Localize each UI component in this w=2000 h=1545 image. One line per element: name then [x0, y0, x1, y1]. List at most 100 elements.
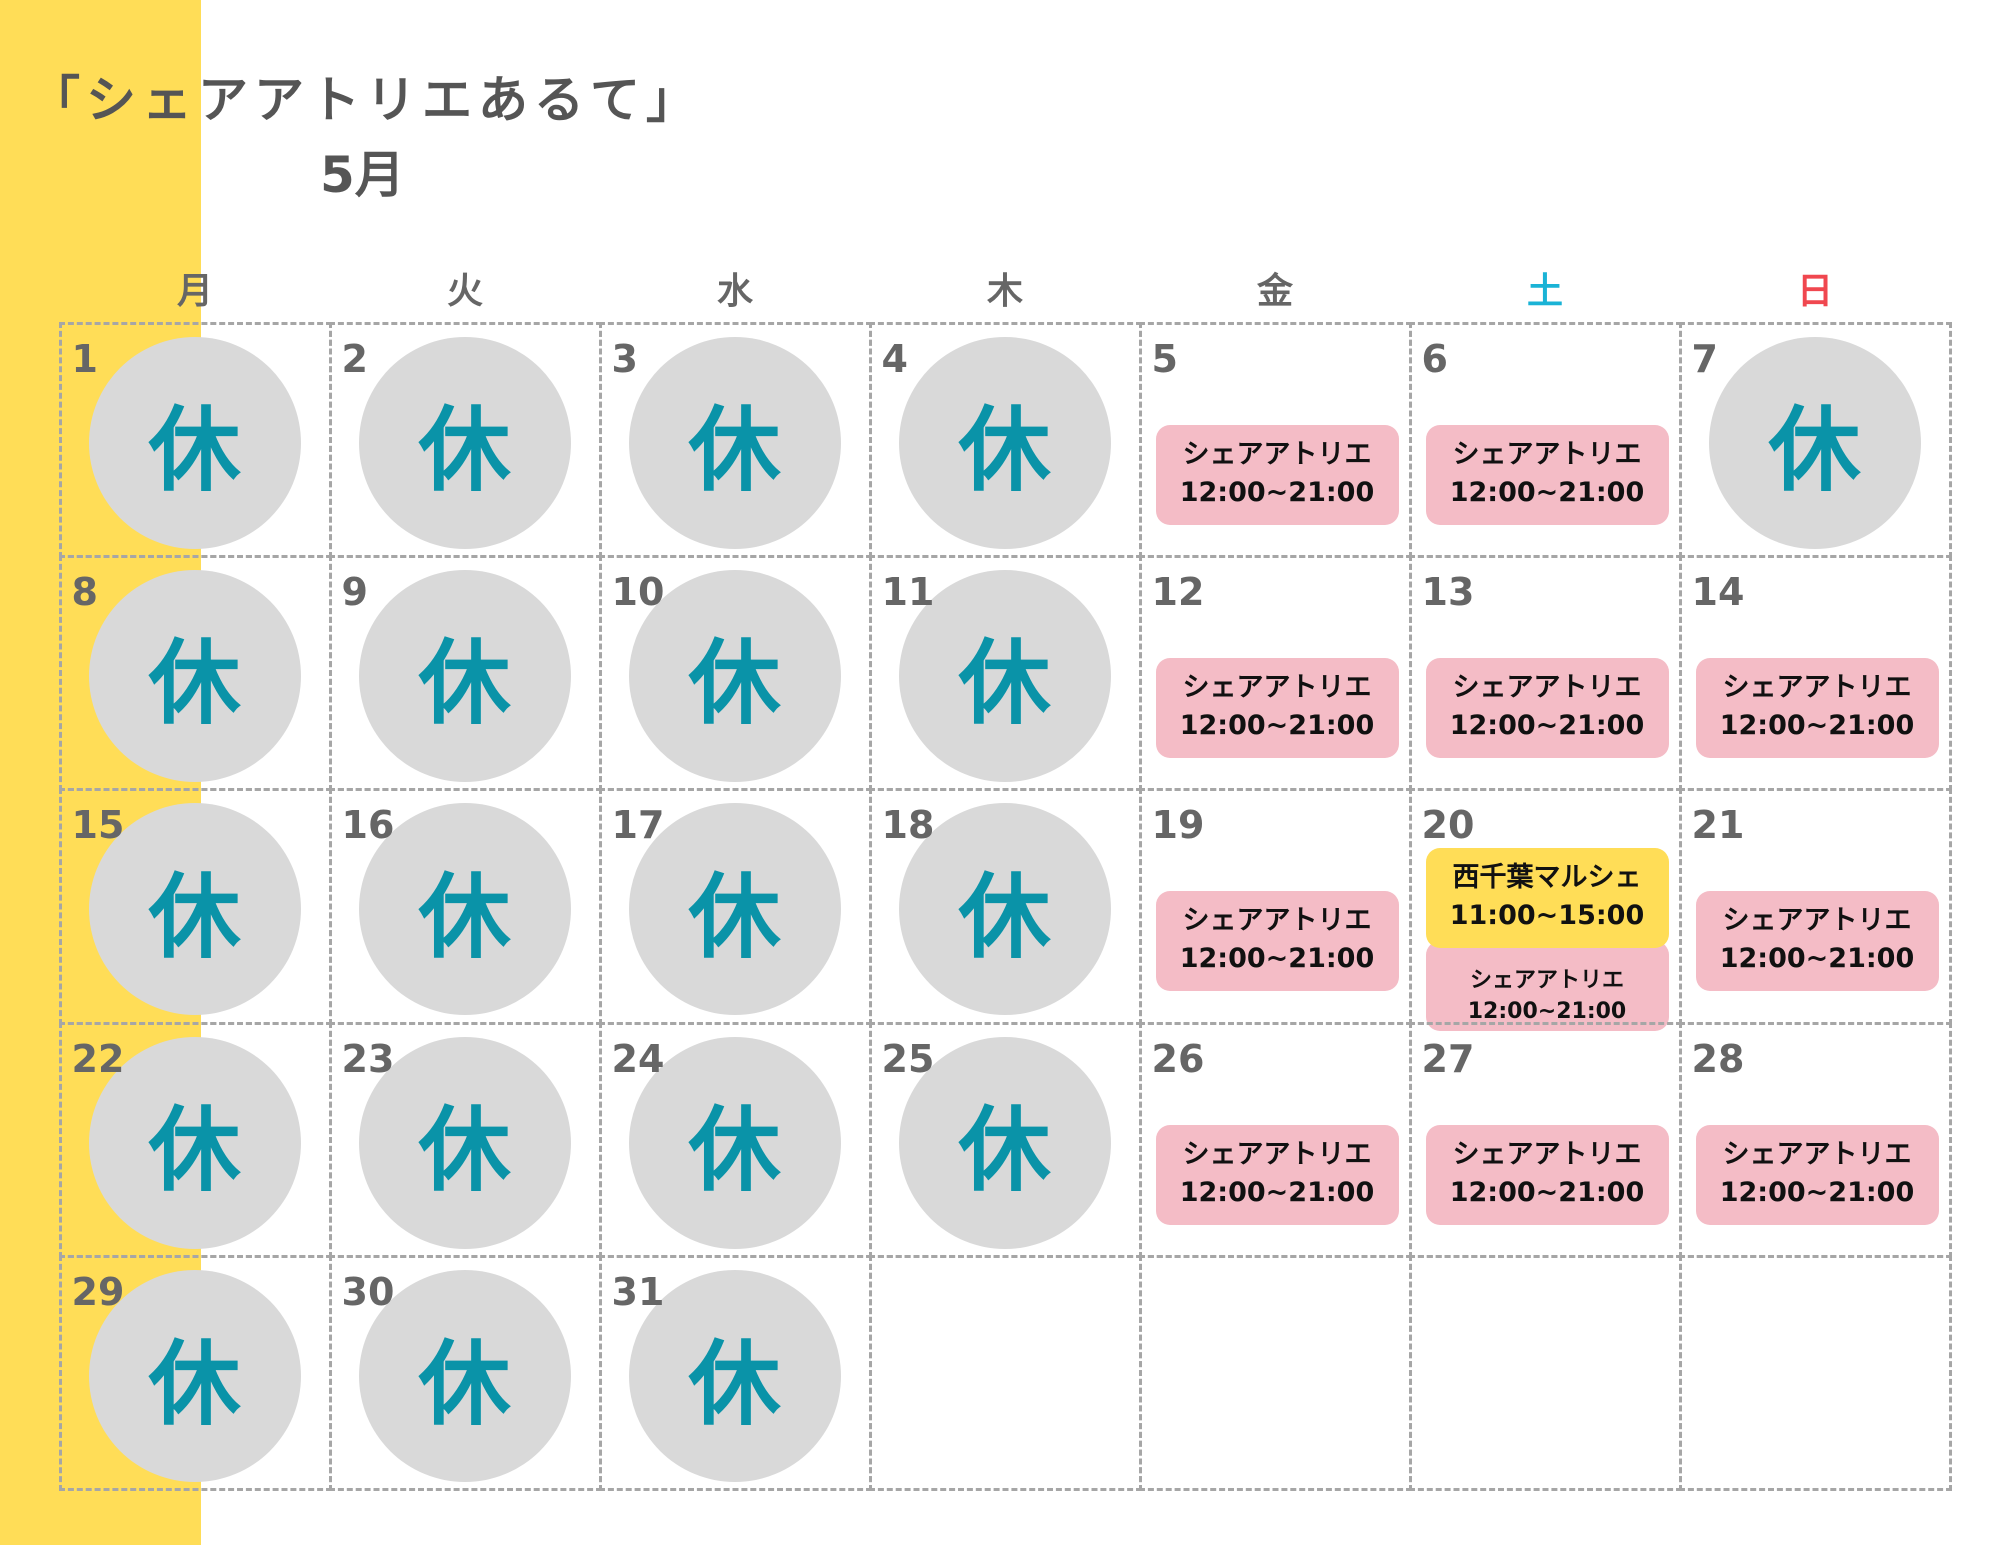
closed-day-badge: 休: [628, 1270, 841, 1483]
event-block[interactable]: シェアアトリエ 12:00~21:00: [1155, 424, 1399, 525]
day-cell[interactable]: 14 シェアアトリエ 12:00~21:00: [1678, 554, 1952, 792]
event-block[interactable]: シェアアトリエ 12:00~21:00: [1155, 1124, 1399, 1225]
event-block[interactable]: シェアアトリエ 12:00~21:00: [1695, 891, 1939, 992]
day-number: 28: [1691, 1036, 1745, 1081]
day-number: 10: [611, 569, 665, 614]
empty-cell: [1678, 1255, 1952, 1492]
month-label: 5月: [320, 146, 405, 204]
event-time: 12:00~21:00: [1179, 1176, 1375, 1208]
closed-day-badge: 休: [358, 1036, 571, 1249]
day-cell[interactable]: 23 休: [328, 1021, 602, 1259]
day-cell[interactable]: 30 休: [328, 1255, 602, 1492]
day-cell[interactable]: 13 シェアアトリエ 12:00~21:00: [1408, 554, 1682, 792]
event-name: シェアアトリエ: [1182, 905, 1372, 937]
closed-day-badge: 休: [88, 336, 301, 549]
event-name: シェアアトリエ: [1182, 1138, 1372, 1170]
day-cell[interactable]: 10 休: [598, 554, 872, 792]
event-block[interactable]: シェアアトリエ 12:00~21:00: [1425, 657, 1669, 758]
event-name: シェアアトリエ: [1182, 671, 1372, 703]
day-cell[interactable]: 17 休: [598, 788, 872, 1025]
day-cell[interactable]: 11 休: [868, 554, 1142, 792]
day-cell[interactable]: 26 シェアアトリエ 12:00~21:00: [1138, 1021, 1412, 1259]
day-number: 14: [1691, 569, 1745, 614]
day-number: 19: [1151, 803, 1205, 848]
day-number: 9: [341, 569, 368, 614]
day-cell[interactable]: 31 休: [598, 1255, 872, 1492]
weekday-label: 日: [1796, 271, 1833, 312]
day-number: 17: [611, 803, 665, 848]
day-number: 5: [1151, 336, 1178, 381]
event-name: シェアアトリエ: [1722, 671, 1912, 703]
event-time: 12:00~21:00: [1467, 999, 1627, 1025]
day-cell[interactable]: 12 シェアアトリエ 12:00~21:00: [1138, 554, 1412, 792]
closed-day-badge: 休: [358, 803, 571, 1016]
event-block[interactable]: シェアアトリエ 12:00~21:00: [1425, 424, 1669, 525]
closed-day-badge: 休: [898, 336, 1111, 549]
event-name: シェアアトリエ: [1722, 1138, 1912, 1170]
event-time: 12:00~21:00: [1179, 943, 1375, 975]
day-cell[interactable]: 15 休: [58, 788, 332, 1025]
day-cell[interactable]: 16 休: [328, 788, 602, 1025]
event-time: 12:00~21:00: [1449, 709, 1645, 741]
closed-day-badge: 休: [628, 803, 841, 1016]
event-time: 12:00~21:00: [1179, 709, 1375, 741]
event-name: シェアアトリエ: [1452, 438, 1642, 470]
day-cell[interactable]: 21 シェアアトリエ 12:00~21:00: [1678, 788, 1952, 1025]
event-time: 12:00~21:00: [1719, 709, 1915, 741]
empty-cell: [1138, 1255, 1412, 1492]
event-block[interactable]: 西千葉マルシェ 11:00~15:00: [1425, 848, 1669, 949]
event-name: シェアアトリエ: [1452, 1138, 1642, 1170]
day-cell[interactable]: 22 休: [58, 1021, 332, 1259]
event-block[interactable]: シェアアトリエ 12:00~21:00: [1425, 1124, 1669, 1225]
day-number: 23: [341, 1036, 395, 1081]
event-name: シェアアトリエ: [1722, 905, 1912, 937]
calendar-grid: 1 休 2 休 3 休 4 休 5 シェアアトリエ 12:00~21:00 6 シェアアトリエ 12:00…: [58, 321, 1952, 1492]
day-number: 21: [1691, 803, 1745, 848]
empty-cell: [868, 1255, 1142, 1492]
weekday-label: 木: [986, 271, 1023, 312]
event-block[interactable]: シェアアトリエ 12:00~21:00: [1155, 891, 1399, 992]
empty-cell: [1408, 1255, 1682, 1492]
closed-day-badge: 休: [88, 1270, 301, 1483]
day-cell[interactable]: 27 シェアアトリエ 12:00~21:00: [1408, 1021, 1682, 1259]
day-number: 20: [1421, 803, 1475, 848]
event-time: 12:00~21:00: [1719, 943, 1915, 975]
day-cell[interactable]: 25 休: [868, 1021, 1142, 1259]
event-block[interactable]: シェアアトリエ 12:00~21:00: [1695, 657, 1939, 758]
weekday-label: 月: [176, 271, 213, 312]
day-number: 31: [611, 1270, 665, 1315]
event-block[interactable]: シェアアトリエ 12:00~21:00: [1695, 1124, 1939, 1225]
closed-day-badge: 休: [1708, 336, 1921, 549]
day-cell[interactable]: 6 シェアアトリエ 12:00~21:00: [1408, 321, 1682, 558]
event-time: 12:00~21:00: [1719, 1176, 1915, 1208]
closed-day-badge: 休: [88, 1036, 301, 1249]
event-time: 12:00~21:00: [1449, 476, 1645, 508]
closed-day-badge: 休: [358, 336, 571, 549]
day-number: 16: [341, 803, 395, 848]
closed-day-badge: 休: [88, 569, 301, 782]
day-cell[interactable]: 24 休: [598, 1021, 872, 1259]
day-cell[interactable]: 19 シェアアトリエ 12:00~21:00: [1138, 788, 1412, 1025]
day-cell[interactable]: 28 シェアアトリエ 12:00~21:00: [1678, 1021, 1952, 1259]
closed-day-badge: 休: [628, 1036, 841, 1249]
day-cell[interactable]: 29 休: [58, 1255, 332, 1492]
day-number: 11: [881, 569, 935, 614]
page-title: 「シェアアトリエあるて」: [30, 71, 702, 129]
day-number: 7: [1691, 336, 1718, 381]
closed-day-badge: 休: [628, 569, 841, 782]
event-block[interactable]: シェアアトリエ 12:00~21:00: [1155, 657, 1399, 758]
closed-day-badge: 休: [358, 569, 571, 782]
event-time: 12:00~21:00: [1449, 1176, 1645, 1208]
day-number: 1: [71, 336, 98, 381]
day-cell[interactable]: 18 休: [868, 788, 1142, 1025]
day-cell[interactable]: 5 シェアアトリエ 12:00~21:00: [1138, 321, 1412, 558]
day-cell[interactable]: 20 シェアアトリエ 12:00~21:00 西千葉マルシェ 11:00~15:00: [1408, 788, 1682, 1032]
event-block[interactable]: シェアアトリエ 12:00~21:00: [1425, 941, 1669, 1032]
